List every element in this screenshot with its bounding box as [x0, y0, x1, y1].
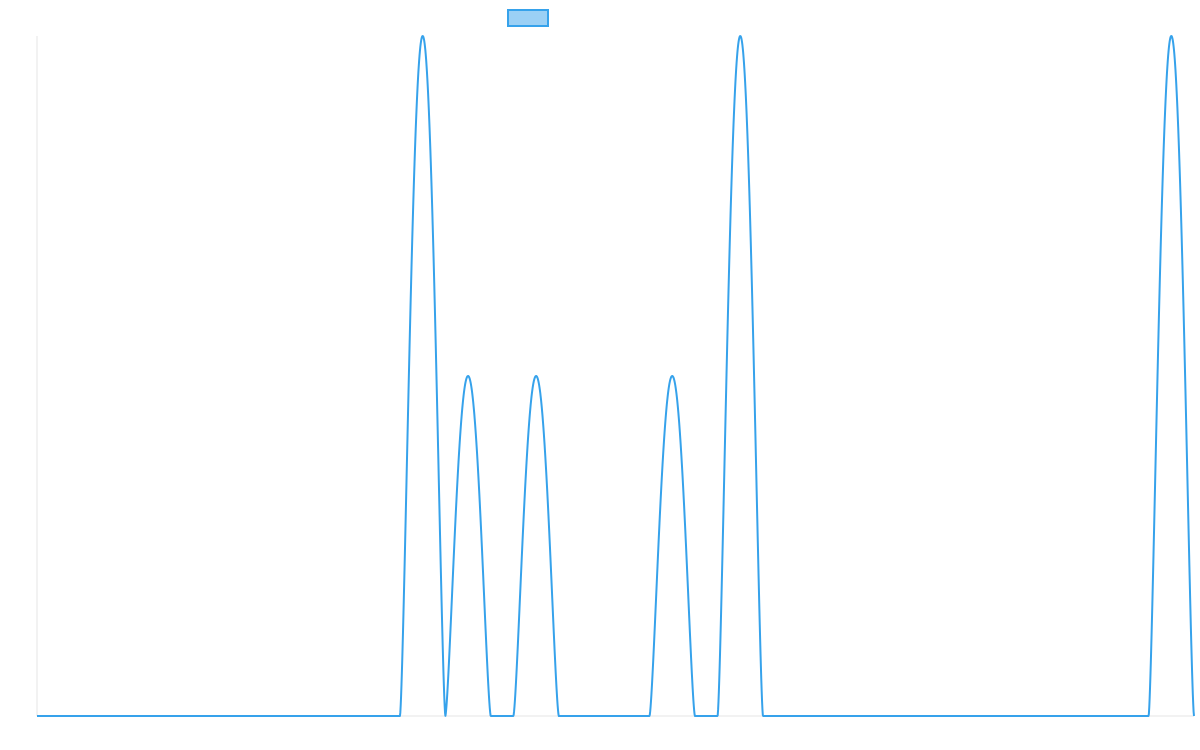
peak-point[interactable]	[417, 30, 429, 42]
legend-swatch[interactable]	[507, 9, 549, 27]
series-line	[36, 35, 1195, 717]
legend[interactable]	[507, 9, 549, 27]
peak-point[interactable]	[462, 370, 474, 382]
peak-point[interactable]	[666, 370, 678, 382]
peak-point[interactable]	[530, 370, 542, 382]
axes	[36, 36, 1194, 717]
peak-point[interactable]	[734, 30, 746, 42]
peak-point[interactable]	[1165, 30, 1177, 42]
series-layer	[36, 30, 1195, 717]
